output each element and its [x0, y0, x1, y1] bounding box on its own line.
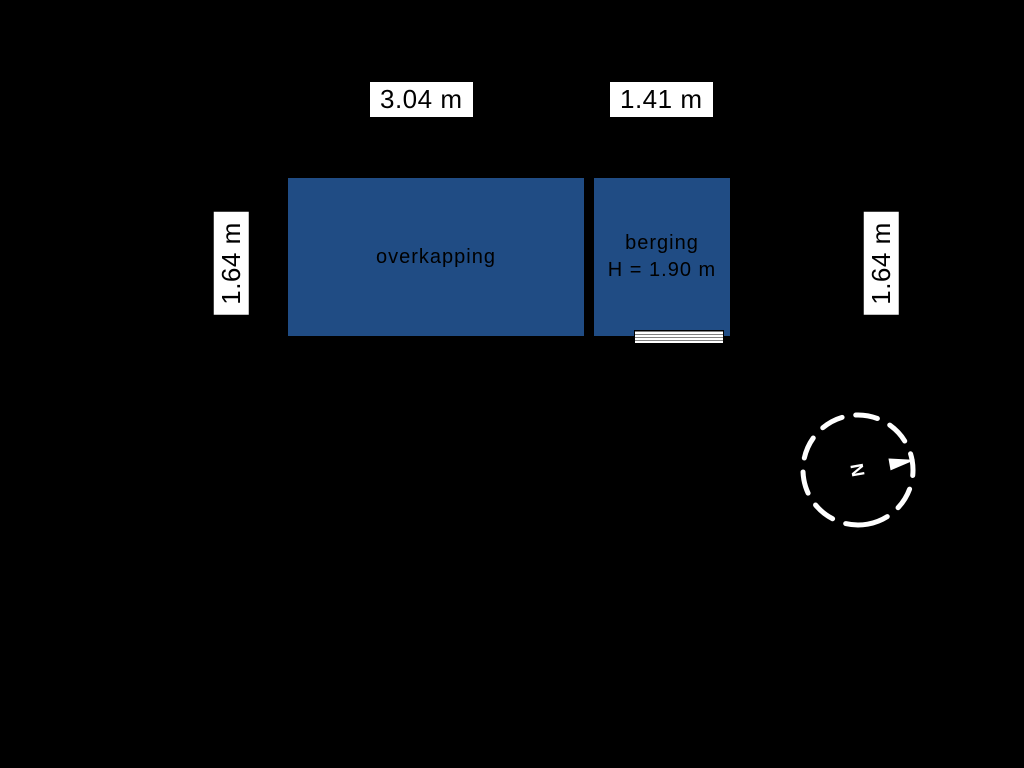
door-icon	[634, 330, 724, 344]
compass-icon: N	[798, 410, 918, 530]
room-berging: berging H = 1.90 m	[594, 178, 730, 336]
room-overkapping-label: overkapping	[376, 246, 496, 269]
compass-north-label: N	[846, 462, 868, 478]
dimension-label-right: 1.64 m	[864, 212, 899, 315]
dimension-label-top-right: 1.41 m	[610, 82, 713, 117]
dimension-label-top-left: 3.04 m	[370, 82, 473, 117]
room-berging-height: H = 1.90 m	[608, 259, 716, 282]
room-overkapping: overkapping	[288, 178, 584, 336]
wall-divider	[584, 178, 594, 336]
room-berging-label: berging	[625, 232, 699, 255]
dimension-label-left: 1.64 m	[214, 212, 249, 315]
